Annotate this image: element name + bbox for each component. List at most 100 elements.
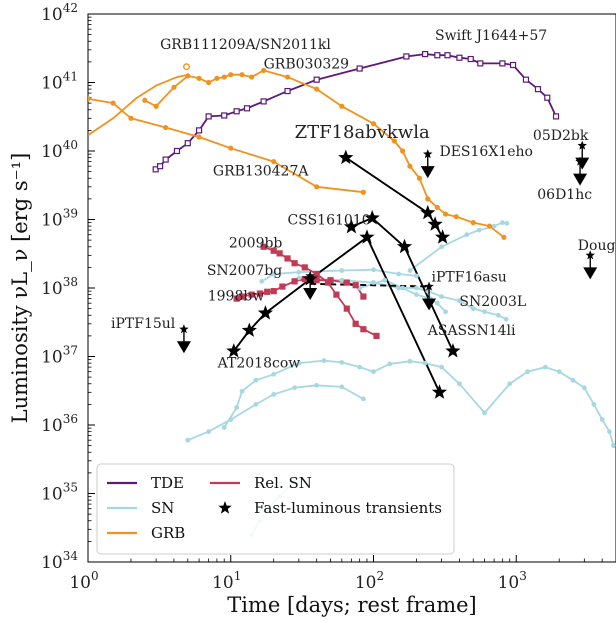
dot-marker <box>443 309 448 315</box>
dot-marker <box>221 425 227 430</box>
square-marker <box>544 94 551 101</box>
annotation-2009bb: 2009bb <box>229 236 283 252</box>
dot-marker <box>476 227 482 233</box>
circle-marker <box>228 145 234 151</box>
dot-marker <box>599 417 605 422</box>
dot-marker <box>396 285 402 291</box>
square-marker <box>195 127 203 134</box>
square-marker <box>152 166 159 173</box>
dot-marker <box>239 388 245 394</box>
y-tick-label: 1038 <box>41 275 78 299</box>
square-marker <box>270 288 277 295</box>
axes <box>87 13 616 563</box>
dot-marker <box>503 316 509 322</box>
circle-marker <box>206 79 212 86</box>
y-tick-label: 1034 <box>41 549 78 573</box>
square-marker <box>291 260 298 267</box>
annotation-iptf15ul: iPTF15ul <box>111 316 176 332</box>
dot-marker <box>495 312 501 318</box>
dot-marker <box>339 360 345 365</box>
dot-marker <box>292 385 297 391</box>
x-tick-label: 100 <box>69 569 98 593</box>
dot-marker <box>339 268 345 273</box>
circle-marker <box>196 134 202 140</box>
square-marker <box>264 288 271 295</box>
dot-marker <box>357 364 363 370</box>
series-line-grb-early <box>88 73 188 136</box>
square-marker <box>422 50 429 58</box>
dot-marker <box>542 364 548 370</box>
dot-marker <box>339 384 345 390</box>
square-marker <box>184 140 191 147</box>
dot-marker <box>339 277 345 283</box>
star-marker <box>338 149 354 165</box>
y-tick-label: 1036 <box>41 412 78 436</box>
square-marker <box>313 270 320 278</box>
dot-marker <box>439 364 444 370</box>
dot-marker <box>414 292 419 298</box>
star-marker <box>396 238 413 254</box>
dot-marker <box>439 244 444 250</box>
square-marker <box>284 87 291 95</box>
legend-label-fast-luminous-transients: Fast-luminous transients <box>254 499 442 517</box>
circle-marker <box>239 72 245 78</box>
dot-marker <box>407 358 413 364</box>
square-marker <box>270 247 277 254</box>
square-marker <box>313 277 320 284</box>
dot-marker <box>296 269 302 275</box>
star-marker <box>226 343 242 358</box>
square-marker <box>352 282 359 289</box>
upper-limit-star <box>423 149 433 159</box>
square-marker <box>360 326 367 333</box>
star-marker <box>343 218 359 234</box>
y-tick-label: 1035 <box>41 481 78 505</box>
dot-marker <box>470 306 476 312</box>
circle-marker <box>470 220 476 226</box>
open-circle-marker <box>183 63 190 71</box>
y-tick-label: 1040 <box>41 138 78 162</box>
dot-marker <box>234 405 240 410</box>
circle-marker <box>407 163 413 169</box>
circle-marker <box>153 103 159 109</box>
dot-marker <box>499 220 505 226</box>
circle-marker <box>142 97 148 103</box>
dot-marker <box>591 401 597 407</box>
circle-marker <box>314 184 320 190</box>
dot-marker <box>396 271 402 277</box>
circle-marker <box>391 138 397 144</box>
square-marker <box>313 76 320 83</box>
square-marker <box>221 112 228 119</box>
dot-marker <box>253 377 259 383</box>
square-marker <box>279 283 286 290</box>
upper-limit-star <box>575 156 585 166</box>
dot-marker <box>382 277 388 283</box>
star-marker <box>364 210 380 225</box>
star-marker <box>241 322 257 337</box>
dot-marker <box>556 369 562 375</box>
dot-marker <box>422 360 428 366</box>
circle-marker <box>453 214 459 220</box>
square-marker <box>403 53 410 60</box>
circle-marker <box>284 74 291 80</box>
square-marker <box>444 52 451 59</box>
legend: TDE Rel. SN SN Fast-luminous transients GRB <box>96 463 455 555</box>
upper-limit-arrow <box>420 166 435 179</box>
annotation-asassn14li: ASASSN14li <box>427 323 516 339</box>
square-marker <box>276 250 283 257</box>
annotation-05d2bk: 05D2bk <box>533 128 589 144</box>
legend-label-grb: GRB <box>151 524 185 542</box>
circle-marker <box>314 86 320 92</box>
square-marker <box>356 65 363 72</box>
dot-marker <box>400 285 406 291</box>
legend-label-tde: TDE <box>151 474 184 492</box>
upper-limit-star <box>305 270 315 280</box>
square-marker <box>291 278 298 285</box>
circle-marker <box>271 159 277 165</box>
circle-marker <box>425 196 431 202</box>
star-marker <box>427 216 443 231</box>
x-tick-label: 103 <box>498 569 527 593</box>
circle-marker <box>249 74 255 80</box>
circle-marker <box>501 234 507 240</box>
square-marker <box>343 279 350 286</box>
annotation-grb030329: GRB030329 <box>264 57 349 73</box>
